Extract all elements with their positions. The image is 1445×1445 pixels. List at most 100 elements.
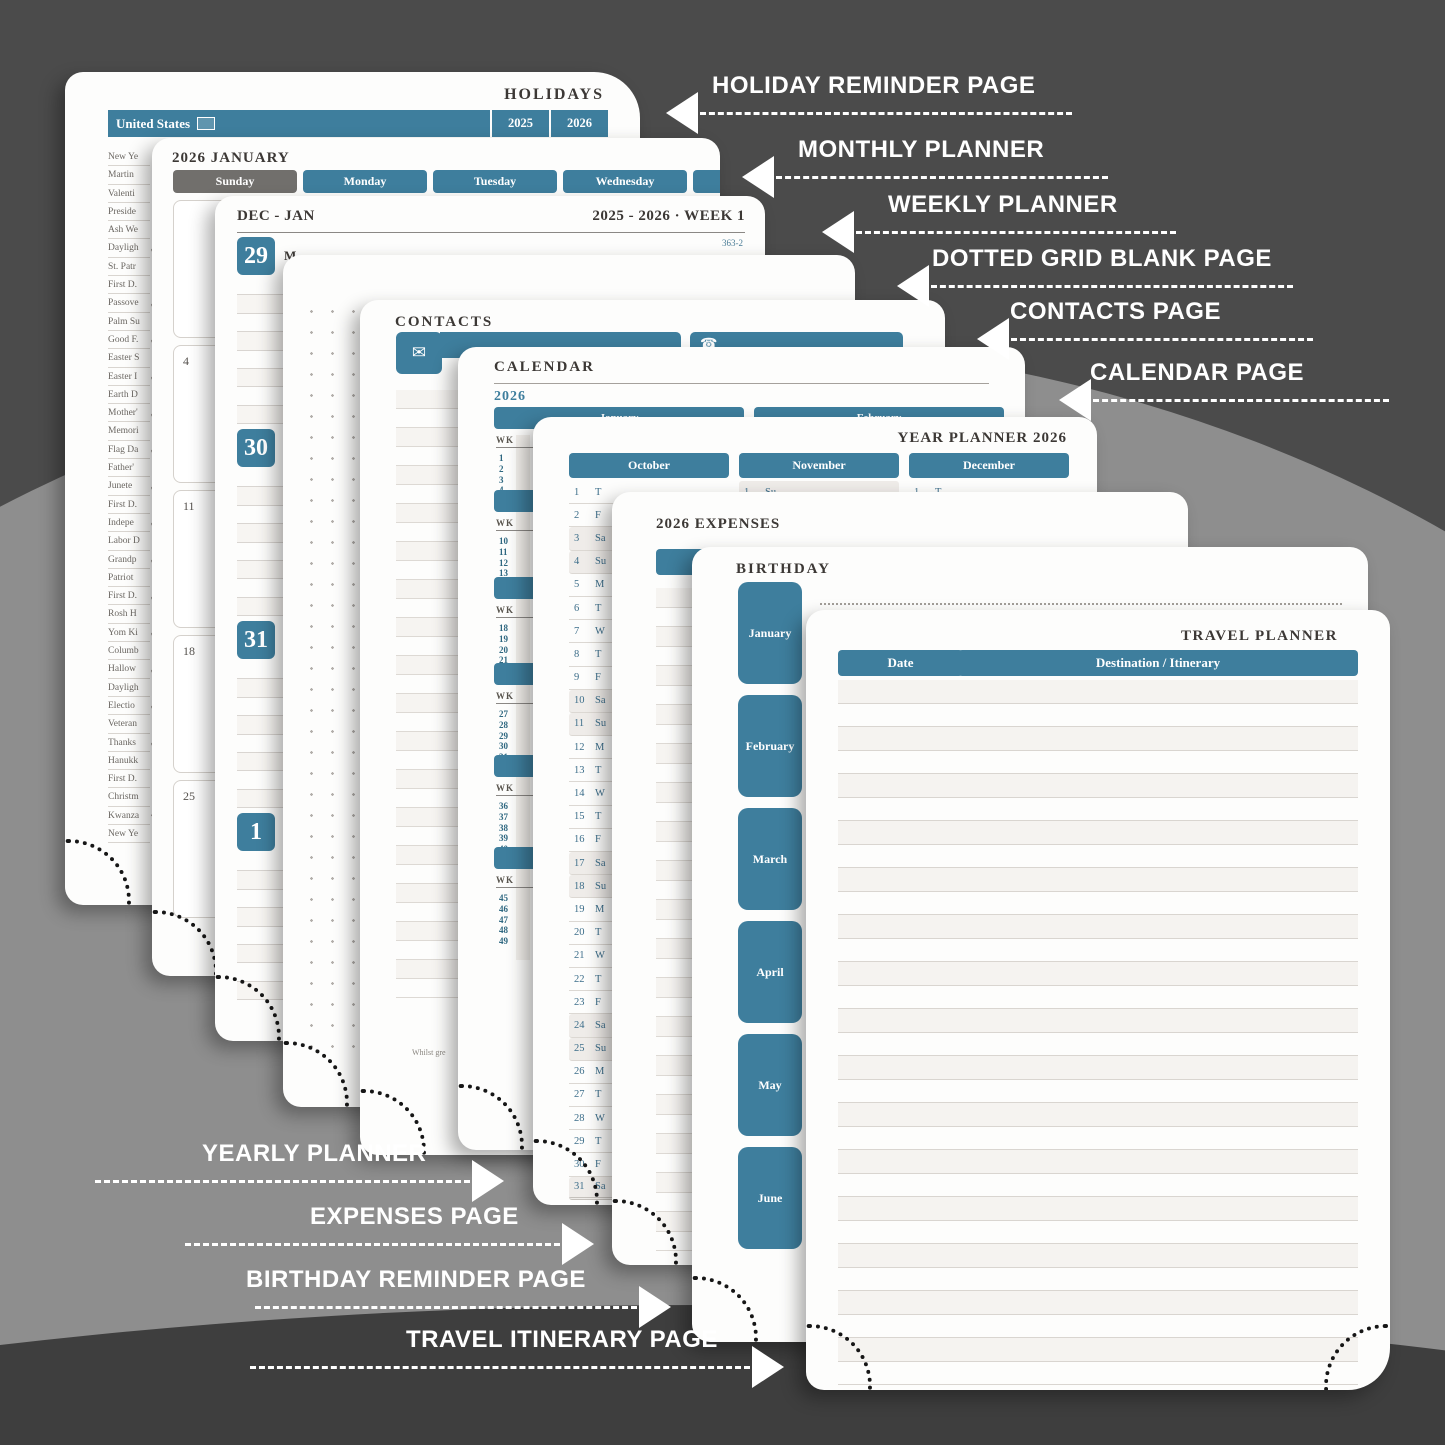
holiday-row[interactable]: Columb — [108, 642, 150, 661]
holiday-row[interactable]: Preside — [108, 203, 150, 222]
holiday-row[interactable]: Easter I — [108, 368, 150, 386]
holiday-row[interactable]: Veteran — [108, 715, 150, 734]
holiday-row[interactable]: Father' — [108, 459, 150, 478]
holiday-row[interactable]: Valenti — [108, 185, 150, 203]
month-tab[interactable]: June — [738, 1147, 802, 1249]
holiday-row[interactable]: Palm Su — [108, 313, 150, 331]
holiday-row[interactable]: Martin — [108, 166, 150, 185]
week-number[interactable]: 37 — [499, 811, 508, 822]
week-number[interactable]: 45 — [499, 893, 508, 903]
day-number: 20 — [574, 927, 585, 939]
week-number[interactable]: 13 — [499, 568, 508, 579]
holiday-row[interactable]: Electio — [108, 697, 150, 716]
week-start-number: 11 — [183, 499, 195, 513]
holiday-row[interactable]: Memori — [108, 422, 150, 441]
holiday-row[interactable]: Kwanza — [108, 807, 150, 825]
holiday-row[interactable]: Junete — [108, 477, 150, 496]
month-header: October — [569, 453, 729, 478]
day-number: 5 — [574, 579, 580, 591]
holiday-row[interactable]: Christm — [108, 788, 150, 807]
month-tab[interactable]: April — [738, 921, 802, 1023]
week-number[interactable]: 10 — [499, 536, 508, 546]
holiday-row[interactable]: Grandp — [108, 551, 150, 569]
holiday-row[interactable]: First D. — [108, 770, 150, 789]
day-number: 4 — [574, 556, 580, 568]
holiday-row[interactable]: Easter S — [108, 349, 150, 368]
month-tab[interactable]: January — [738, 582, 802, 684]
week-number[interactable]: 46 — [499, 903, 508, 914]
holiday-row[interactable]: Dayligh — [108, 239, 150, 258]
week-number[interactable]: 2 — [499, 463, 504, 474]
week-number[interactable]: 29 — [499, 730, 508, 741]
week-number[interactable]: 3 — [499, 474, 504, 485]
year-planner-title: YEAR PLANNER 2026 — [897, 430, 1067, 446]
month-tab[interactable]: February — [738, 695, 802, 797]
holiday-row[interactable]: Indepe — [108, 514, 150, 533]
holiday-row[interactable]: New Ye — [108, 148, 150, 167]
dashed-arrow-right — [95, 1160, 504, 1202]
week-number[interactable]: 18 — [499, 623, 508, 633]
holiday-row[interactable]: First D. — [108, 276, 150, 295]
holiday-row[interactable]: Hanukk — [108, 752, 150, 771]
week-number[interactable]: 38 — [499, 822, 508, 833]
day-letter: T — [595, 973, 602, 985]
day-number: 10 — [574, 695, 585, 707]
holiday-row[interactable]: Patriot — [108, 569, 150, 588]
day-letter: Sa — [595, 857, 606, 869]
day-letter: W — [595, 1112, 605, 1124]
holiday-row[interactable]: First D. — [108, 587, 150, 606]
week-number[interactable]: 36 — [499, 801, 508, 811]
year-tab-2026[interactable]: 2026 — [549, 110, 608, 137]
day-letter: M — [595, 903, 605, 915]
week-number[interactable]: 28 — [499, 719, 508, 730]
holiday-row[interactable]: First D. — [108, 496, 150, 514]
week-number[interactable]: 30 — [499, 741, 508, 752]
week-start-number: 4 — [183, 354, 189, 368]
holiday-row[interactable]: Passove — [108, 294, 150, 313]
year-tab-2025[interactable]: 2025 — [490, 110, 549, 137]
holiday-row[interactable]: Hallow — [108, 660, 150, 679]
day-number: 23 — [574, 996, 585, 1008]
day-letter: T — [595, 764, 602, 776]
week-number[interactable]: 19 — [499, 633, 508, 644]
week-number[interactable]: 47 — [499, 914, 508, 925]
holiday-row[interactable]: Ash We — [108, 221, 150, 240]
date-rows[interactable] — [838, 680, 963, 1385]
month-tab[interactable]: March — [738, 808, 802, 910]
month-tab[interactable]: May — [738, 1034, 802, 1136]
date-column-header: Date — [838, 650, 963, 676]
holiday-row[interactable]: Thanks — [108, 734, 150, 752]
day-letter: T — [595, 648, 602, 660]
day-number: 18 — [574, 880, 585, 892]
week-number[interactable]: 1 — [499, 453, 504, 463]
week-number[interactable]: 49 — [499, 936, 508, 947]
week-number[interactable]: 48 — [499, 925, 508, 936]
holiday-row[interactable]: Earth D — [108, 386, 150, 405]
dashed-arrow-left — [666, 92, 1072, 134]
label-yearly-planner: YEARLY PLANNER — [202, 1140, 427, 1167]
week-number[interactable]: 21 — [499, 655, 508, 666]
holiday-row[interactable]: St. Patr — [108, 258, 150, 277]
week-number[interactable]: 39 — [499, 833, 508, 844]
week-number[interactable]: 27 — [499, 709, 508, 719]
holiday-row[interactable]: Dayligh — [108, 679, 150, 697]
holiday-row[interactable]: Labor D — [108, 532, 150, 551]
holiday-row[interactable]: Mother' — [108, 404, 150, 423]
country-selector-bar[interactable]: United States 2025 2026 — [108, 110, 608, 137]
label-holiday-reminder: HOLIDAY REMINDER PAGE — [712, 72, 1036, 99]
month-header: December — [909, 453, 1069, 478]
label-monthly-planner: MONTHLY PLANNER — [798, 136, 1045, 163]
holiday-row[interactable]: Rosh H — [108, 605, 150, 624]
week-number[interactable]: 11 — [499, 546, 508, 557]
holiday-row[interactable]: New Ye — [108, 825, 150, 844]
day-of-year-note: 363-2 — [722, 238, 743, 248]
holiday-row[interactable]: Flag Da — [108, 441, 150, 460]
destination-rows[interactable] — [958, 680, 1358, 1385]
holiday-row[interactable]: Yom Ki — [108, 624, 150, 643]
week-number[interactable]: 12 — [499, 557, 508, 568]
holiday-row[interactable]: Good F. — [108, 331, 150, 350]
day-letter: F — [595, 509, 601, 521]
label-weekly-planner: WEEKLY PLANNER — [888, 191, 1118, 218]
week-number[interactable]: 20 — [499, 644, 508, 655]
